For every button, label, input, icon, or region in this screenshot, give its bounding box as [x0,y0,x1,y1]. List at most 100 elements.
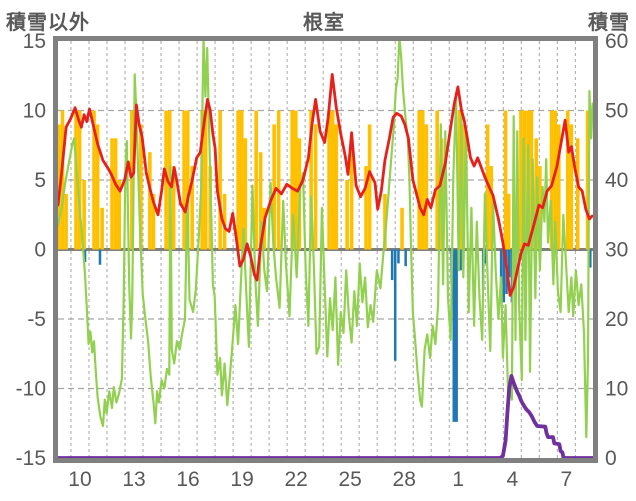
blue-bar [393,249,397,361]
orange-bar [64,193,68,250]
orange-bar [400,207,404,250]
orange-bar [218,110,222,250]
x-axis-tick-label: 1 [452,468,464,491]
blue-bar [397,249,400,264]
orange-bar [74,110,78,250]
orange-bar [222,193,227,250]
orange-bar [293,110,298,250]
x-axis-tick-label: 22 [284,468,307,491]
orange-bar [519,110,523,250]
x-axis-tick-label: 19 [230,468,253,491]
orange-bar [503,110,508,250]
blue-bar [459,249,462,271]
orange-bar [77,110,82,250]
left-axis-tick-label: 0 [34,239,46,262]
plot-series [58,41,593,458]
orange-bar [435,110,439,250]
orange-bar [254,110,258,250]
orange-bar [95,124,100,250]
orange-bar [60,110,65,250]
orange-bar [549,110,554,250]
blue-bar [452,249,458,422]
orange-bar [148,152,152,250]
orange-bar [171,166,176,250]
orange-bar [139,124,143,250]
orange-bar [113,138,118,250]
orange-bar [585,110,590,250]
x-axis-tick-label: 7 [560,468,572,491]
orange-bar [151,193,156,250]
orange-bar [345,180,349,250]
orange-bar [383,193,387,250]
orange-bar [276,110,281,250]
chart-title: 根室 [303,12,345,34]
orange-bar [190,166,195,250]
blue-bar [83,249,87,263]
orange-bar [82,180,86,250]
orange-bar [327,110,331,250]
left-axis-tick-label: 15 [23,30,46,53]
orange-bar [538,166,542,250]
orange-bar [506,193,511,250]
blue-bar [390,249,394,281]
right-axis-tick-label: 20 [605,308,628,331]
x-axis-tick-label: 16 [176,468,199,491]
right-axis-title: 積雪 [588,12,630,34]
orange-bar [185,110,190,250]
blue-bar [98,249,102,265]
left-axis-tick-label: 5 [34,169,46,192]
left-axis-tick-label: -5 [27,308,46,331]
series-red-line [58,73,593,297]
orange-bar [203,110,208,250]
orange-bar [117,180,122,250]
right-axis-tick-label: 40 [605,169,628,192]
orange-bar [367,124,372,250]
series-purple-line [58,374,593,458]
plot-frame [53,36,598,463]
orange-bar [556,124,561,250]
orange-bar [309,110,313,250]
orange-bar [272,124,276,250]
orange-bar [565,110,570,250]
right-axis-tick-label: 60 [605,30,628,53]
orange-bar [236,110,240,250]
left-axis-tick-label: -15 [16,447,46,470]
right-axis-tick-label: 0 [605,447,617,470]
right-axis-tick-label: 30 [605,239,628,262]
orange-bar [290,110,294,250]
orange-bar [239,110,244,250]
orange-bar [130,110,134,250]
orange-bar [258,152,263,250]
x-axis-tick-label: 25 [338,468,361,491]
orange-bar [182,110,186,250]
orange-bar [330,110,335,250]
orange-bar [243,138,248,250]
left-axis-tick-label: -10 [16,378,46,401]
orange-bar [334,124,339,250]
blue-bar [589,249,592,268]
orange-bar [100,207,104,250]
x-axis-tick-label: 13 [122,468,145,491]
orange-bar [424,124,429,250]
orange-bar [349,138,354,250]
blue-bar [507,249,511,278]
orange-bar [420,110,425,250]
orange-bar [417,110,421,250]
orange-bar [553,110,557,250]
orange-bar [92,110,96,250]
x-axis-tick-label: 4 [506,468,518,491]
left-axis-tick-label: 10 [23,100,46,123]
right-axis-tick-label: 50 [605,100,628,123]
x-axis-tick-label: 10 [68,468,91,491]
blue-bar [484,249,488,264]
series-green-line [58,41,593,439]
x-axis-tick-label: 28 [393,468,416,491]
left-axis-title: 積雪以外 [6,12,90,34]
blue-bar [404,249,407,267]
orange-bar [110,138,114,250]
orange-bar [575,138,580,250]
blue-bar [502,249,506,303]
orange-bar [364,166,368,250]
